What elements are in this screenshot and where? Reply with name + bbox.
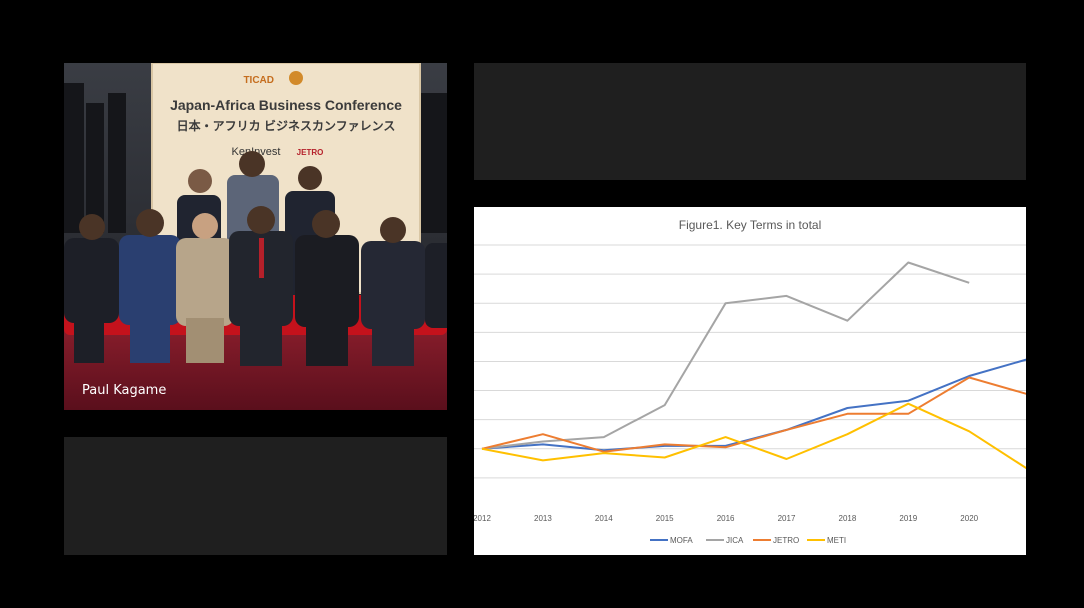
x-tick-label: 2020 <box>960 514 978 523</box>
legend-label-jetro: JETRO <box>773 536 799 545</box>
x-tick-label: 2012 <box>474 514 491 523</box>
x-tick-label: 2015 <box>656 514 674 523</box>
banner-title-ja: 日本・アフリカ ビジネスカンファレンス <box>177 118 396 133</box>
banner-title-en: Japan-Africa Business Conference <box>170 97 402 113</box>
banner-logo-text: TICAD <box>243 75 274 86</box>
banner-logo <box>289 71 303 85</box>
x-tick-label: 2014 <box>595 514 613 523</box>
series-line-jetro <box>481 376 1026 453</box>
bottom-left-panel <box>64 437 447 555</box>
x-tick-label: 2017 <box>778 514 796 523</box>
banner-sponsor-keninvest: JETRO <box>297 148 324 157</box>
chart-title: Figure1. Key Terms in total <box>678 218 822 232</box>
legend-label-meti: METI <box>827 536 846 545</box>
series-line-jica <box>481 261 970 450</box>
top-right-panel <box>474 63 1026 180</box>
x-tick-label: 2013 <box>534 514 552 523</box>
series-line-meti <box>481 402 1026 470</box>
photo-caption: Paul Kagame <box>82 383 167 398</box>
conference-photo-art: TICAD Japan-Africa Business Conference 日… <box>64 63 447 410</box>
legend-label-jica: JICA <box>726 536 744 545</box>
chart-svg: 20122013201420152016201720182019202020MO… <box>474 244 1026 545</box>
legend-label-mofa: MOFA <box>670 536 693 545</box>
x-tick-label: 2016 <box>717 514 735 523</box>
x-tick-label: 2018 <box>839 514 857 523</box>
seated-people <box>64 206 447 366</box>
series-line-mofa <box>481 358 1026 452</box>
line-chart: Figure1. Key Terms in total 2012 2013 2014… <box>474 207 1026 555</box>
conference-photo: TICAD Japan-Africa Business Conference 日… <box>64 63 447 410</box>
x-tick-label: 2019 <box>899 514 917 523</box>
